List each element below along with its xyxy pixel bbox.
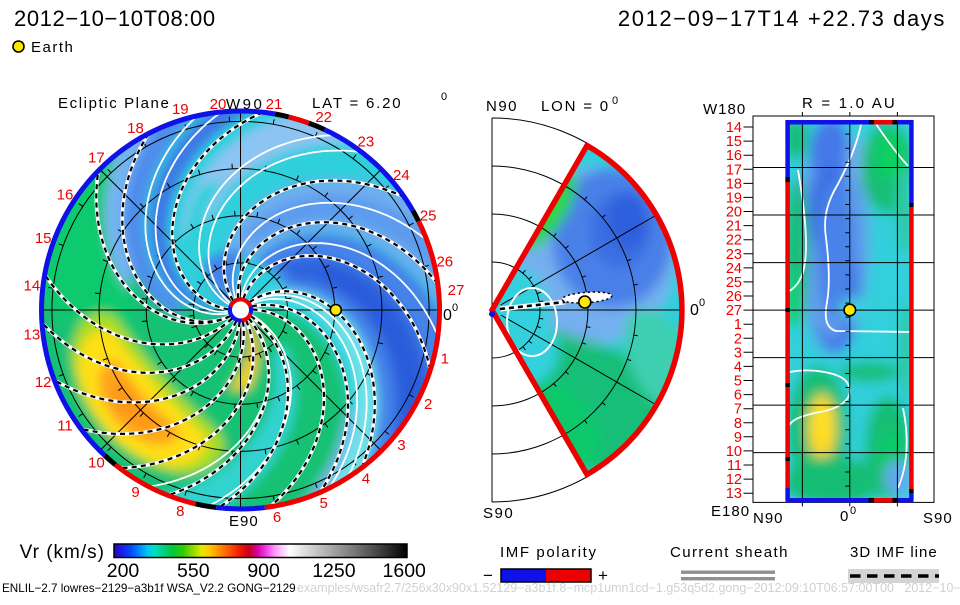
svg-text:10: 10 <box>726 444 742 460</box>
svg-text:27: 27 <box>726 303 742 319</box>
svg-text:Ecliptic Plane: Ecliptic Plane <box>58 95 170 112</box>
svg-text:21: 21 <box>266 96 283 113</box>
svg-text:4: 4 <box>362 470 370 487</box>
svg-text:0: 0 <box>612 95 619 107</box>
svg-text:23: 23 <box>358 134 375 151</box>
svg-text:0: 0 <box>699 297 706 309</box>
svg-text:2012−10−10T08:00: 2012−10−10T08:00 <box>14 6 216 31</box>
svg-text:12: 12 <box>726 472 742 488</box>
svg-text:14: 14 <box>24 278 41 295</box>
svg-text:E180: E180 <box>711 503 750 520</box>
svg-text:1600: 1600 <box>383 560 427 582</box>
svg-text:24: 24 <box>393 167 410 184</box>
svg-text:15: 15 <box>726 134 742 150</box>
svg-text:4: 4 <box>734 359 742 375</box>
svg-text:19: 19 <box>726 190 742 206</box>
svg-text:W180: W180 <box>703 101 746 118</box>
svg-text:9: 9 <box>734 430 742 446</box>
svg-text:25: 25 <box>420 208 437 225</box>
svg-text:N90: N90 <box>753 510 784 527</box>
svg-text:18: 18 <box>127 120 144 137</box>
svg-text:N90: N90 <box>486 98 518 115</box>
svg-text:S90: S90 <box>923 510 953 527</box>
svg-text:27: 27 <box>448 282 465 299</box>
svg-text:22: 22 <box>315 109 332 126</box>
svg-text:1250: 1250 <box>312 560 356 582</box>
svg-text:5: 5 <box>734 374 742 390</box>
svg-text:LON = 0: LON = 0 <box>541 98 610 115</box>
svg-text:0: 0 <box>452 302 459 314</box>
svg-text:Earth: Earth <box>31 39 74 56</box>
svg-text:5: 5 <box>320 495 328 512</box>
svg-text:7: 7 <box>734 402 742 418</box>
svg-text:−: − <box>483 566 493 585</box>
svg-text:10: 10 <box>88 455 105 472</box>
svg-text:8: 8 <box>176 503 184 520</box>
svg-text:12: 12 <box>35 374 52 391</box>
svg-text:900: 900 <box>247 560 280 582</box>
svg-text:200: 200 <box>107 560 140 582</box>
svg-text:24: 24 <box>726 261 742 277</box>
svg-text:3: 3 <box>397 437 405 454</box>
svg-text:+: + <box>598 566 608 585</box>
svg-text:17: 17 <box>726 162 742 178</box>
svg-text:0: 0 <box>443 307 453 324</box>
svg-text:18: 18 <box>726 176 742 192</box>
svg-text:E90: E90 <box>229 513 259 530</box>
svg-text:2: 2 <box>424 396 432 413</box>
svg-text:0: 0 <box>850 505 857 517</box>
svg-text:6: 6 <box>273 509 281 526</box>
svg-text:9: 9 <box>131 484 139 501</box>
svg-text:2: 2 <box>734 331 742 347</box>
svg-text:examples/wsafr2.7/256x30x90x1.: examples/wsafr2.7/256x30x90x1.52129−a3b1… <box>297 581 960 595</box>
svg-text:16: 16 <box>57 187 74 204</box>
svg-text:0: 0 <box>441 91 448 103</box>
svg-text:22: 22 <box>726 233 742 249</box>
svg-text:ENLIL−2.7 lowres−2129−a3b1f WS: ENLIL−2.7 lowres−2129−a3b1f WSA_V2.2 GON… <box>2 582 296 595</box>
svg-text:6: 6 <box>734 388 742 404</box>
svg-text:1: 1 <box>734 317 742 333</box>
svg-text:Vr (km/s): Vr (km/s) <box>20 542 105 563</box>
svg-text:15: 15 <box>35 230 52 247</box>
svg-text:8: 8 <box>734 416 742 432</box>
svg-text:0: 0 <box>840 508 849 525</box>
svg-text:2012−09−17T14 +22.73 days: 2012−09−17T14 +22.73 days <box>618 6 946 31</box>
svg-text:LAT = 6.20: LAT = 6.20 <box>312 95 402 112</box>
svg-text:3: 3 <box>734 345 742 361</box>
svg-text:0: 0 <box>690 302 700 319</box>
svg-text:13: 13 <box>726 486 742 502</box>
svg-text:550: 550 <box>177 560 210 582</box>
svg-text:IMF polarity: IMF polarity <box>500 544 598 561</box>
svg-text:17: 17 <box>88 149 105 166</box>
svg-text:21: 21 <box>726 219 742 235</box>
svg-text:Current sheath: Current sheath <box>670 544 789 561</box>
svg-text:14: 14 <box>726 120 742 136</box>
svg-text:W90: W90 <box>226 96 264 113</box>
svg-text:11: 11 <box>727 458 742 474</box>
svg-text:25: 25 <box>726 275 742 291</box>
svg-text:23: 23 <box>726 247 742 263</box>
svg-text:R = 1.0 AU: R = 1.0 AU <box>802 95 897 112</box>
svg-text:26: 26 <box>726 289 742 305</box>
svg-text:11: 11 <box>57 417 73 434</box>
svg-text:20: 20 <box>210 96 227 113</box>
svg-text:19: 19 <box>172 101 189 118</box>
svg-text:1: 1 <box>441 350 449 367</box>
svg-text:3D IMF line: 3D IMF line <box>850 544 938 561</box>
svg-text:16: 16 <box>726 148 742 164</box>
svg-text:26: 26 <box>436 254 453 271</box>
svg-text:S90: S90 <box>483 505 514 522</box>
svg-text:13: 13 <box>24 326 41 343</box>
svg-text:20: 20 <box>726 205 742 221</box>
